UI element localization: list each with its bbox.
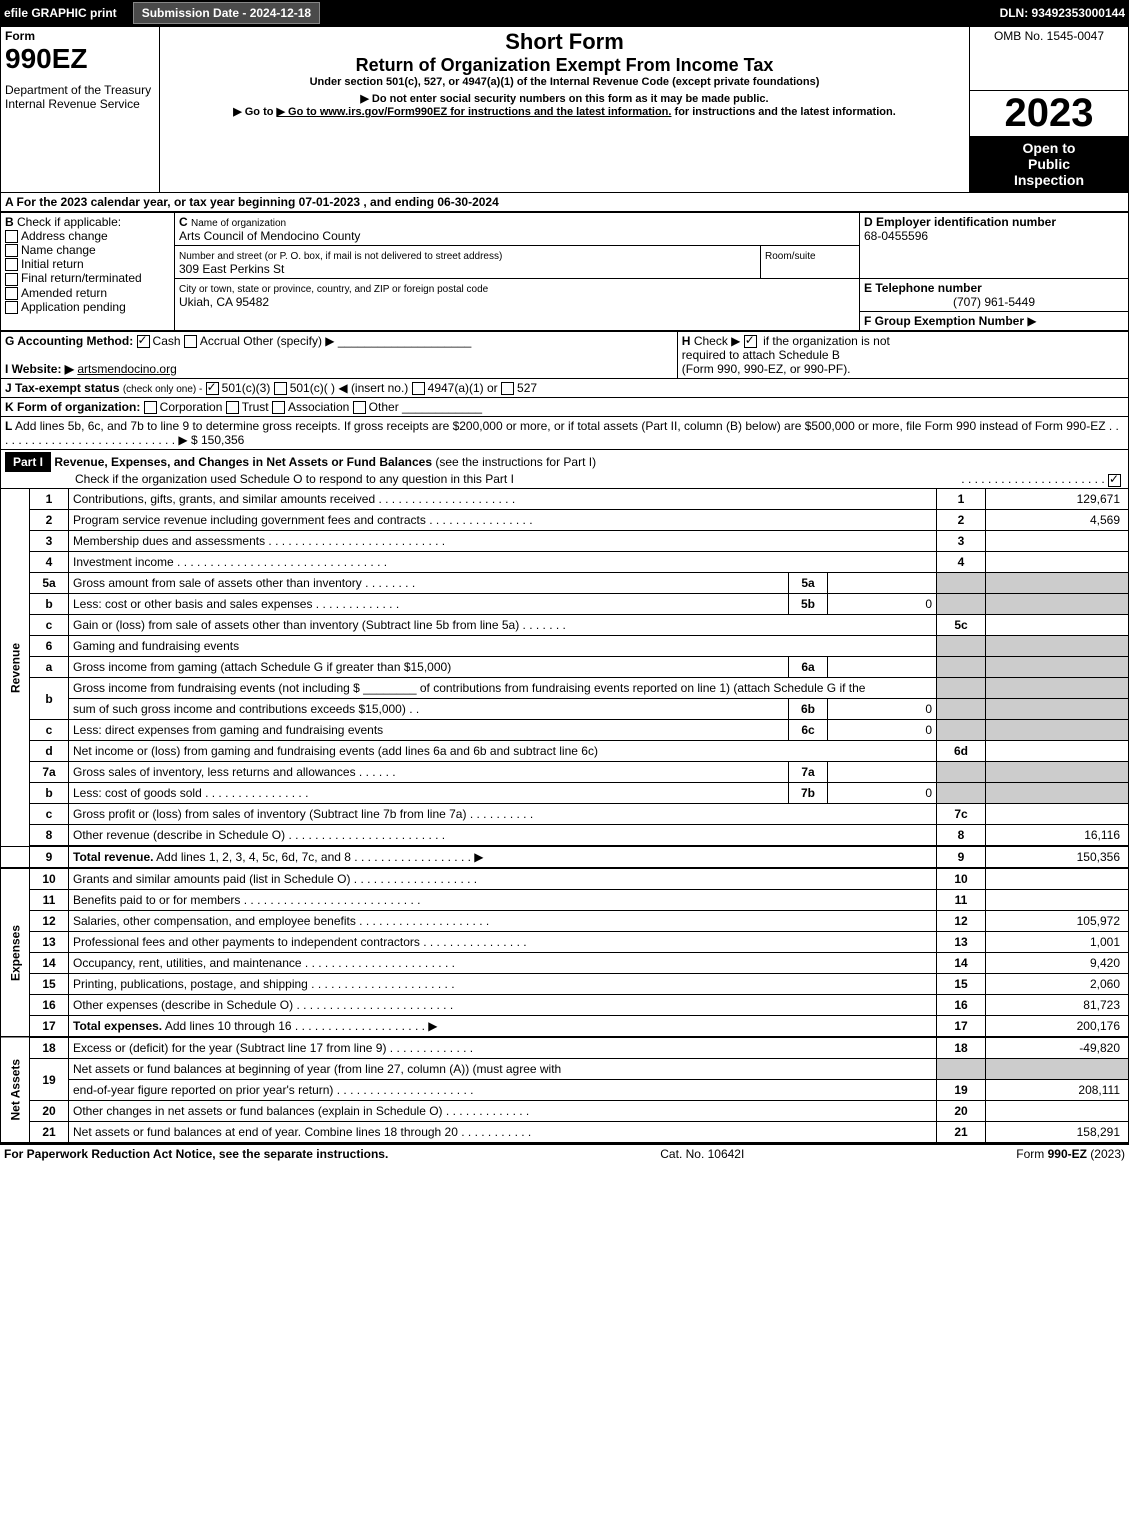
title-short: Short Form <box>164 29 965 55</box>
group-ex-label: F Group Exemption Number <box>864 314 1024 328</box>
expenses-label: Expenses <box>1 868 30 1037</box>
top-bar: efile GRAPHIC print Submission Date - 20… <box>0 0 1129 26</box>
line-7a-value <box>828 762 937 783</box>
phone: (707) 961-5449 <box>864 295 1124 309</box>
entity-info: B Check if applicable: Address change Na… <box>0 212 1129 331</box>
phone-label: E Telephone number <box>864 281 982 295</box>
501c-check[interactable] <box>274 382 287 395</box>
accrual-check[interactable] <box>184 335 197 348</box>
form-label: Form <box>5 29 155 43</box>
line-3-value <box>986 531 1129 552</box>
line-2-value: 4,569 <box>986 510 1129 531</box>
line-12-value: 105,972 <box>986 911 1129 932</box>
title-section: Under section 501(c), 527, or 4947(a)(1)… <box>164 76 965 88</box>
form-ref: Form 990-EZ (2023) <box>1016 1147 1125 1161</box>
revenue-label: Revenue <box>1 489 30 846</box>
corp-check[interactable] <box>144 401 157 414</box>
open-public: Open to Public Inspection <box>970 136 1128 192</box>
sched-b-check[interactable] <box>744 335 757 348</box>
ein: 68-0455596 <box>864 229 928 243</box>
line-4-value <box>986 552 1129 573</box>
line-6b-value: 0 <box>828 699 937 720</box>
city: Ukiah, CA 95482 <box>179 295 269 309</box>
line-7c-value <box>986 804 1129 825</box>
line-11-value <box>986 890 1129 911</box>
527-check[interactable] <box>501 382 514 395</box>
title-main: Return of Organization Exempt From Incom… <box>164 55 965 76</box>
4947-check[interactable] <box>412 382 425 395</box>
line-j: J Tax-exempt status (check only one) - 5… <box>0 379 1129 398</box>
line-5c-value <box>986 615 1129 636</box>
org-name: Arts Council of Mendocino County <box>179 229 360 243</box>
no-ssn: ▶ Do not enter social security numbers o… <box>164 92 965 105</box>
name-change-check[interactable] <box>5 244 18 257</box>
sched-o-check[interactable] <box>1108 474 1121 487</box>
form-number: 990EZ <box>5 43 155 75</box>
other-check[interactable] <box>353 401 366 414</box>
line-5b-value: 0 <box>828 594 937 615</box>
ein-label: D Employer identification number <box>864 215 1056 229</box>
final-return-check[interactable] <box>5 273 18 286</box>
line-18-value: -49,820 <box>986 1037 1129 1059</box>
tax-year: 2023 <box>970 91 1128 136</box>
line-a: A For the 2023 calendar year, or tax yea… <box>0 193 1129 212</box>
amended-return-check[interactable] <box>5 287 18 300</box>
line-16-value: 81,723 <box>986 995 1129 1016</box>
501c3-check[interactable] <box>206 382 219 395</box>
netassets-label: Net Assets <box>1 1037 30 1143</box>
line-6d-value <box>986 741 1129 762</box>
omb-label: OMB No. 1545-0047 <box>974 29 1124 43</box>
check-if-app: Check if applicable: <box>17 215 121 229</box>
cat-no: Cat. No. 10642I <box>660 1147 744 1161</box>
line-10-value <box>986 868 1129 890</box>
line-k: K Form of organization: Corporation Trus… <box>0 398 1129 417</box>
app-pending-check[interactable] <box>5 301 18 314</box>
line-15-value: 2,060 <box>986 974 1129 995</box>
footer: For Paperwork Reduction Act Notice, see … <box>0 1143 1129 1163</box>
pra-notice: For Paperwork Reduction Act Notice, see … <box>4 1147 388 1161</box>
line-13-value: 1,001 <box>986 932 1129 953</box>
dln-label: DLN: 93492353000144 <box>1000 6 1125 20</box>
irs-label: Internal Revenue Service <box>5 97 155 111</box>
box-b-label: B <box>5 215 14 229</box>
trust-check[interactable] <box>226 401 239 414</box>
website-link[interactable]: artsmendocino.org <box>77 362 176 376</box>
gh-row: G Accounting Method: Cash Accrual Other … <box>0 331 1129 379</box>
line-7b-value: 0 <box>828 783 937 804</box>
dept-label: Department of the Treasury <box>5 83 155 97</box>
line-17-value: 200,176 <box>986 1016 1129 1038</box>
part1-table: Revenue 1 Contributions, gifts, grants, … <box>0 489 1129 1143</box>
line-19-value: 208,111 <box>986 1080 1129 1101</box>
gross-receipts: 150,356 <box>201 433 244 447</box>
cash-check[interactable] <box>137 335 150 348</box>
submission-date: Submission Date - 2024-12-18 <box>133 2 320 24</box>
goto-link[interactable]: ▶ Go to ▶ Go to www.irs.gov/Form990EZ fo… <box>164 105 965 118</box>
line-21-value: 158,291 <box>986 1122 1129 1143</box>
line-20-value <box>986 1101 1129 1122</box>
efile-label[interactable]: efile GRAPHIC print <box>4 6 117 20</box>
line-6c-value: 0 <box>828 720 937 741</box>
part1-header: Part I Revenue, Expenses, and Changes in… <box>0 450 1129 489</box>
line-l: L Add lines 5b, 6c, and 7b to line 9 to … <box>0 417 1129 450</box>
address-change-check[interactable] <box>5 230 18 243</box>
line-14-value: 9,420 <box>986 953 1129 974</box>
form-header: Form 990EZ Department of the Treasury In… <box>0 26 1129 193</box>
assoc-check[interactable] <box>272 401 285 414</box>
line-8-value: 16,116 <box>986 825 1129 847</box>
line-5a-value <box>828 573 937 594</box>
street: 309 East Perkins St <box>179 262 284 276</box>
line-1-value: 129,671 <box>986 489 1129 510</box>
line-6a-value <box>828 657 937 678</box>
initial-return-check[interactable] <box>5 258 18 271</box>
line-9-value: 150,356 <box>986 846 1129 868</box>
